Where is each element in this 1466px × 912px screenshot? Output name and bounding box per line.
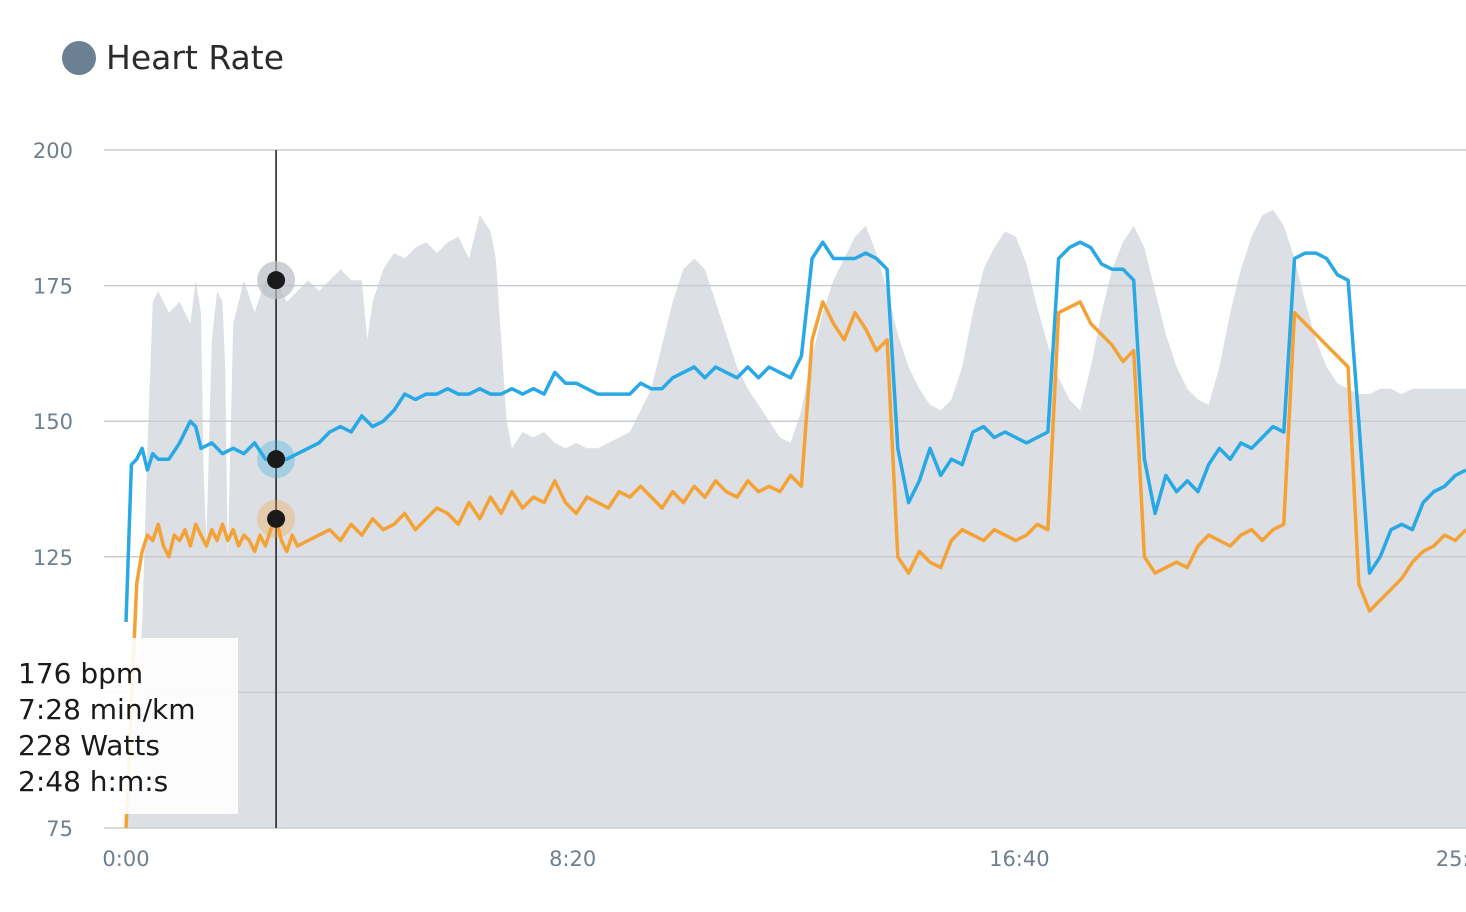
legend-label: Heart Rate — [106, 38, 285, 77]
power-line — [124, 300, 1466, 829]
y-tick-label: 200 — [33, 139, 73, 163]
tooltip-heart-rate: 176 bpm — [18, 657, 144, 690]
x-tick-label: 0:00 — [102, 847, 149, 871]
cursor-point-heart-rate — [267, 450, 286, 469]
x-tick-label: 8:20 — [549, 847, 596, 871]
x-tick-label: 16:40 — [989, 847, 1050, 871]
legend-dot-icon — [62, 40, 96, 75]
y-tick-label: 75 — [46, 817, 73, 841]
cursor-point-power — [267, 509, 286, 528]
cursor-point-area — [267, 271, 286, 290]
heart-rate-area — [126, 209, 1466, 828]
y-tick-label: 175 — [33, 275, 73, 299]
x-tick-label: 25:00 — [1436, 847, 1466, 871]
y-tick-label: 125 — [33, 546, 73, 570]
tooltip-pace: 7:28 min/km — [18, 693, 196, 726]
y-tick-label: 150 — [33, 410, 73, 434]
tooltip-power: 228 Watts — [18, 729, 160, 762]
legend[interactable]: Heart Rate — [62, 38, 284, 77]
heart-rate-line — [124, 240, 1466, 622]
tooltip: 176 bpm 7:28 min/km 228 Watts 2:48 h:m:s — [8, 638, 238, 814]
tooltip-time: 2:48 h:m:s — [18, 765, 169, 798]
